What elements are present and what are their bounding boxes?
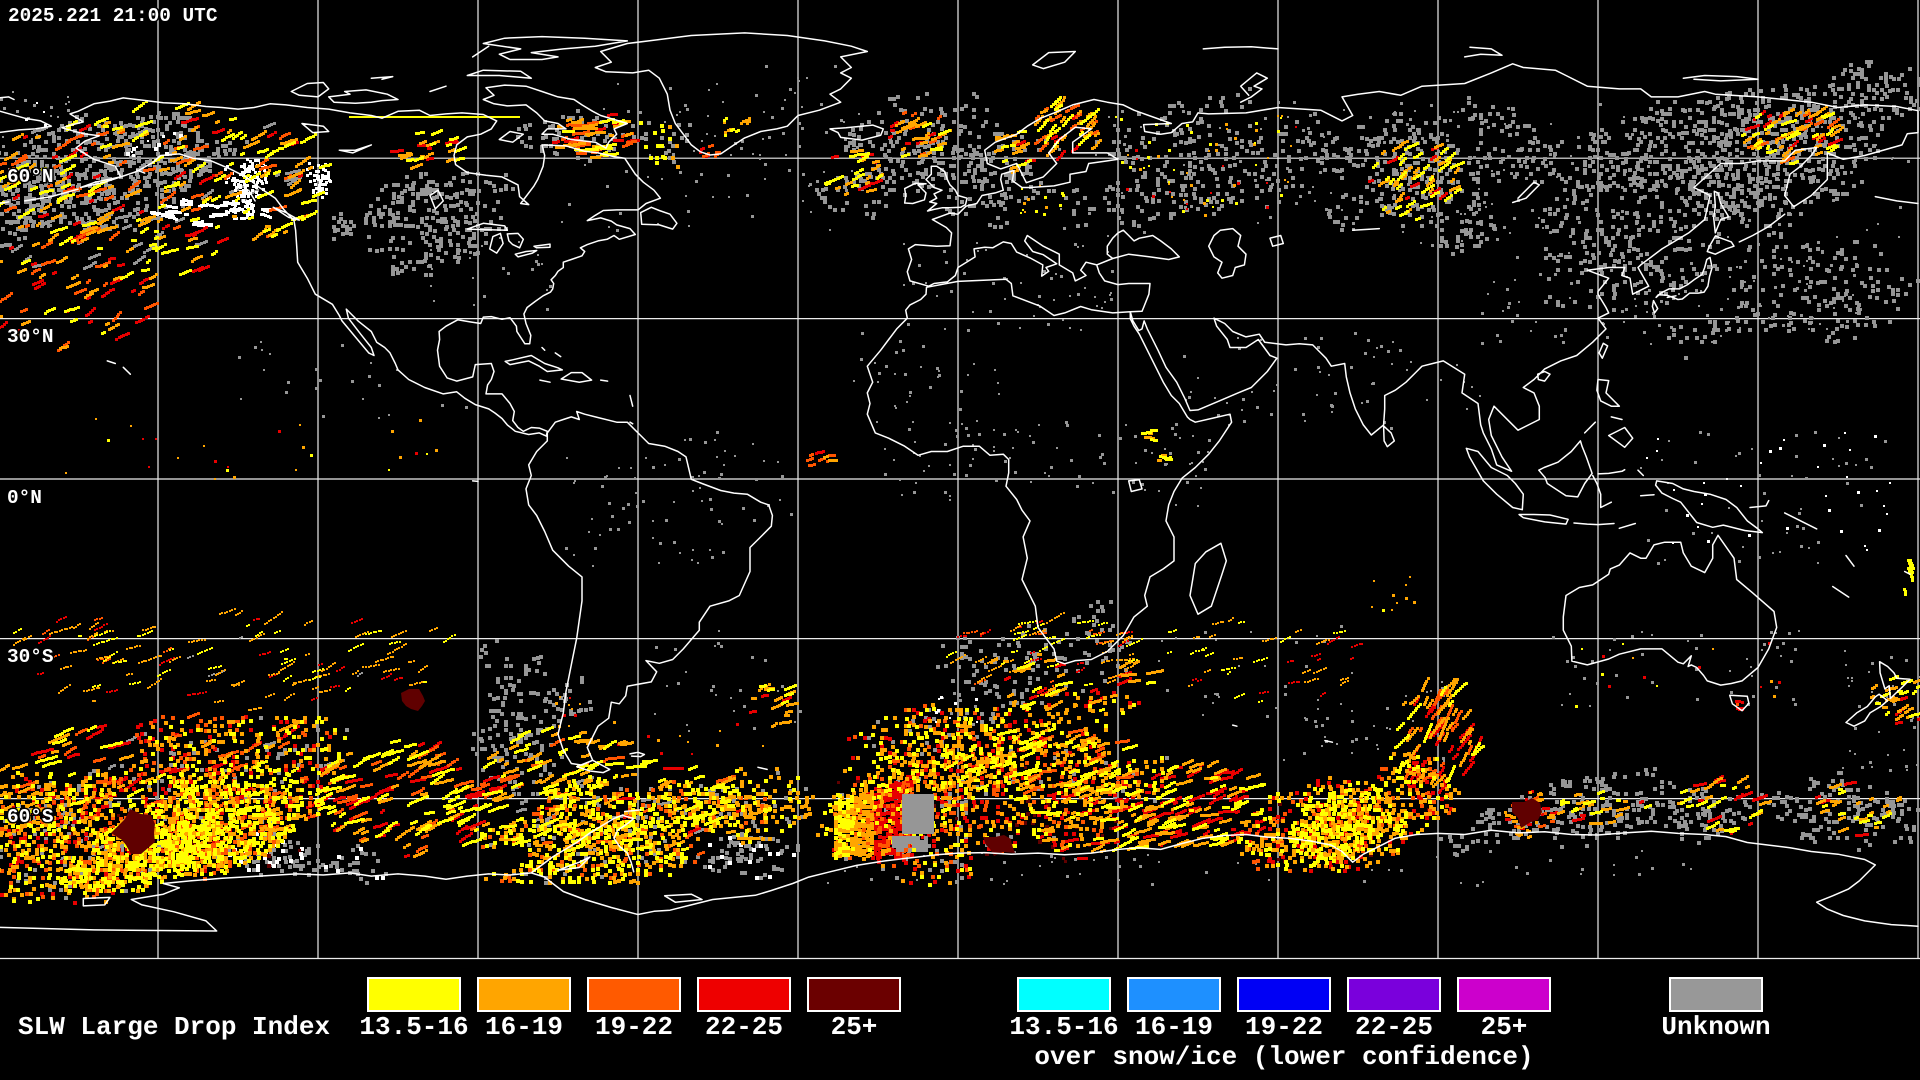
svg-text:25+: 25+ [1481, 1012, 1528, 1042]
svg-text:30°N: 30°N [7, 326, 54, 348]
svg-text:Unknown: Unknown [1661, 1012, 1770, 1042]
svg-text:16-19: 16-19 [1135, 1012, 1213, 1042]
svg-text:over snow/ice (lower confidenc: over snow/ice (lower confidence) [1034, 1042, 1533, 1072]
svg-text:2025.221 21:00 UTC: 2025.221 21:00 UTC [8, 5, 218, 27]
svg-text:SLW Large Drop Index: SLW Large Drop Index [18, 1012, 330, 1042]
svg-text:19-22: 19-22 [1245, 1012, 1323, 1042]
svg-text:60°S: 60°S [7, 806, 54, 828]
svg-text:22-25: 22-25 [705, 1012, 783, 1042]
svg-text:22-25: 22-25 [1355, 1012, 1433, 1042]
svg-text:13.5-16: 13.5-16 [1009, 1012, 1118, 1042]
svg-text:13.5-16: 13.5-16 [359, 1012, 468, 1042]
svg-text:19-22: 19-22 [595, 1012, 673, 1042]
svg-text:30°S: 30°S [7, 646, 54, 668]
svg-text:25+: 25+ [831, 1012, 878, 1042]
svg-text:0°N: 0°N [7, 487, 42, 509]
svg-text:60°N: 60°N [7, 166, 54, 188]
svg-text:16-19: 16-19 [485, 1012, 563, 1042]
